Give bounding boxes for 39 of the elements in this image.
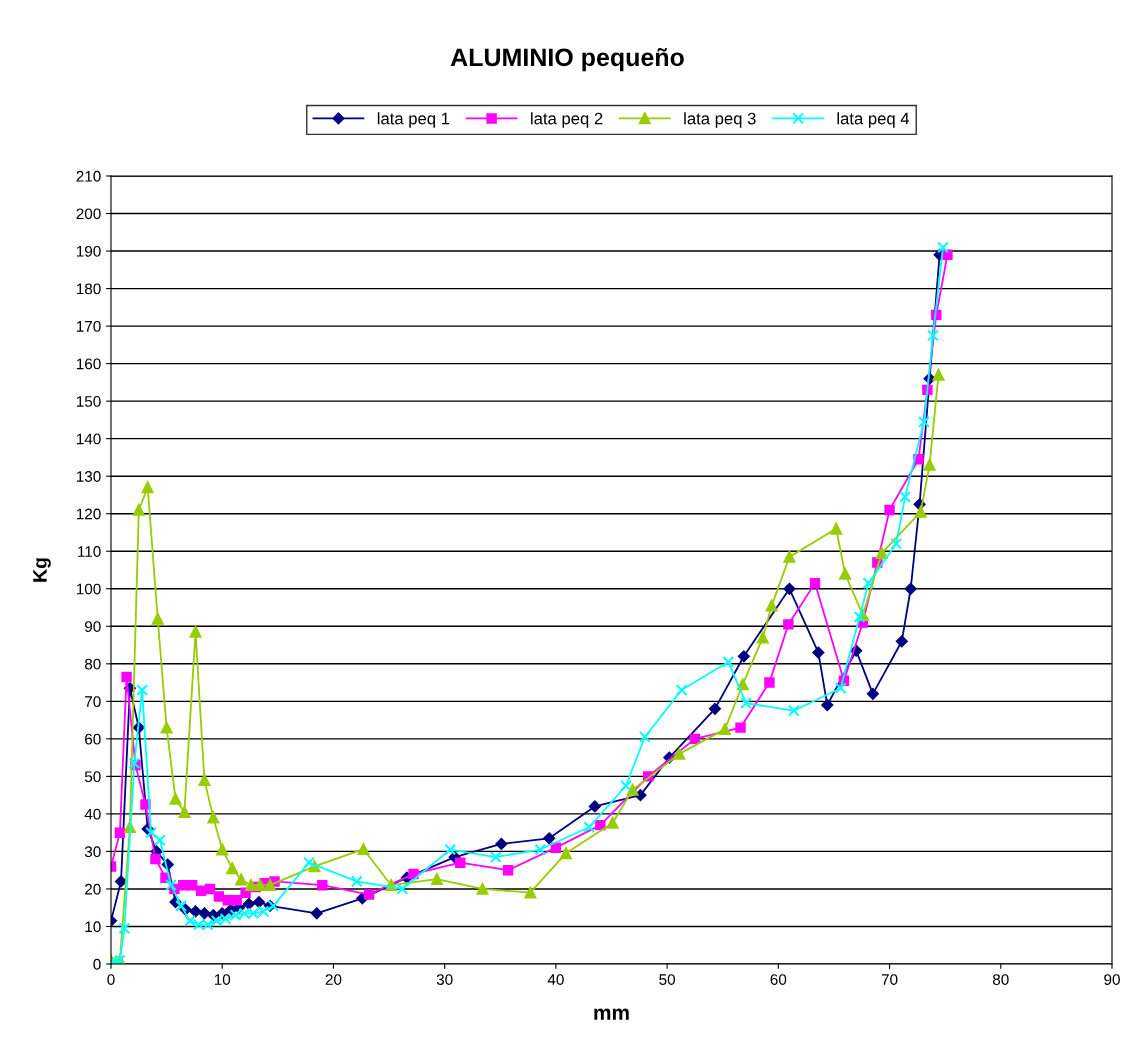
y-tick-label: 210 bbox=[76, 170, 101, 182]
x-tick-label: 90 bbox=[1104, 974, 1120, 985]
x-tick-label: 60 bbox=[770, 974, 787, 985]
y-tick-label: 180 bbox=[76, 283, 101, 295]
y-tick-label: 70 bbox=[85, 696, 101, 708]
y-tick-label: 10 bbox=[85, 921, 101, 933]
y-tick-label: 120 bbox=[76, 508, 101, 520]
y-axis-title: Kg bbox=[33, 558, 51, 582]
y-tick-label: 100 bbox=[76, 583, 101, 595]
x-tick-label: 40 bbox=[547, 974, 564, 985]
y-tick-label: 90 bbox=[85, 621, 101, 632]
y-tick-label: 150 bbox=[76, 396, 101, 407]
y-tick-label: 20 bbox=[85, 883, 101, 895]
x-axis-title: mm bbox=[594, 1008, 629, 1020]
y-tick-label: 130 bbox=[76, 471, 101, 482]
y-tick-label: 110 bbox=[78, 546, 101, 557]
y-tick-label: 200 bbox=[76, 208, 101, 220]
legend-label: lata peq 1 bbox=[377, 112, 450, 128]
y-tick-label: 60 bbox=[85, 733, 101, 745]
x-tick-label: 80 bbox=[992, 974, 1009, 985]
x-tick-label: 20 bbox=[325, 974, 342, 985]
legend-label: lata peq 3 bbox=[684, 112, 756, 128]
y-tick-label: 50 bbox=[84, 771, 101, 783]
chart-title: ALUMINIO pequeño bbox=[450, 47, 684, 72]
y-tick-label: 190 bbox=[76, 245, 101, 257]
y-tick-label: 40 bbox=[84, 808, 101, 820]
y-tick-label: 80 bbox=[84, 658, 101, 670]
legend-label: lata peq 4 bbox=[837, 112, 910, 128]
legend-label: lata peq 2 bbox=[531, 112, 603, 128]
x-tick-label: 0 bbox=[107, 974, 115, 985]
x-tick-label: 10 bbox=[214, 974, 231, 985]
x-tick-label: 30 bbox=[436, 974, 453, 985]
y-tick-label: 170 bbox=[76, 320, 101, 332]
x-tick-label: 70 bbox=[881, 974, 898, 985]
y-tick-label: 0 bbox=[93, 958, 101, 970]
y-tick-label: 30 bbox=[84, 846, 101, 858]
y-tick-label: 160 bbox=[76, 358, 101, 370]
x-tick-label: 50 bbox=[659, 974, 676, 985]
y-tick-label: 140 bbox=[76, 433, 101, 445]
